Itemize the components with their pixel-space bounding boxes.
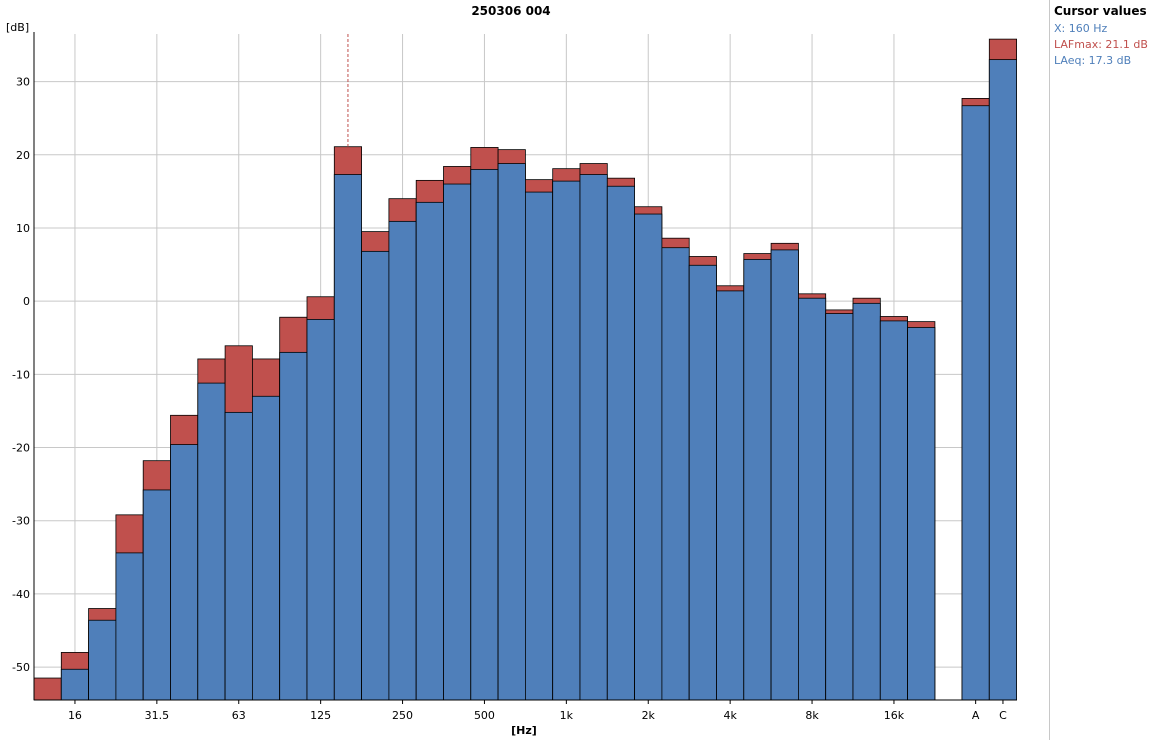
bar-laeq	[525, 191, 554, 701]
x-tick-label: 16k	[884, 709, 905, 722]
bar-laeq	[306, 319, 335, 701]
bar-laeq	[661, 247, 690, 701]
y-tick-label: 0	[23, 295, 30, 308]
bar-laeq	[688, 264, 717, 701]
x-tick-label: 31.5	[145, 709, 170, 722]
cursor-x-value: X: 160 Hz	[1054, 22, 1108, 35]
bar-laeq	[388, 220, 417, 701]
bar-laeq	[333, 174, 362, 701]
y-tick-label: -50	[12, 661, 30, 674]
bar-laeq	[415, 201, 444, 701]
bar-laeq	[634, 213, 663, 701]
bar-laeq	[224, 411, 253, 701]
x-tick-label: 8k	[805, 709, 819, 722]
bar-laeq	[88, 619, 117, 701]
x-tick-label: 125	[310, 709, 331, 722]
y-tick-label: 30	[16, 76, 30, 89]
x-tick-label: C	[999, 709, 1007, 722]
bar-laeq	[770, 249, 799, 701]
bars-layer	[33, 38, 1017, 701]
bar-laeq	[361, 250, 390, 701]
axis-layer: 30 20 10 0 -10 -20 -30 -40 -50 16 31.5 63 125 250 500 1…	[12, 32, 1017, 722]
spectrum-chart: 250306 004 [dB] [Hz] 30 20 10 0 -10 -20 -30 -40…	[6, 4, 1017, 737]
bar-laeq	[825, 313, 854, 701]
x-tick-label: 250	[392, 709, 413, 722]
y-axis-unit-label: [dB]	[6, 21, 29, 34]
bar-laeq	[743, 259, 772, 701]
bar-laeq	[961, 105, 990, 701]
bar-laeq	[115, 552, 144, 701]
x-tick-label: A	[972, 709, 980, 722]
x-tick-label: 2k	[642, 709, 656, 722]
bar-laeq	[879, 320, 908, 701]
bar-laeq	[606, 185, 635, 701]
bar-laeq	[497, 163, 526, 701]
bar-laeq	[798, 297, 827, 701]
bar-laeq	[579, 174, 608, 701]
x-tick-label: 16	[68, 709, 82, 722]
y-tick-label: -40	[12, 588, 30, 601]
bar-laeq	[552, 180, 581, 701]
cursor-values-panel: Cursor values X: 160 Hz LAFmax: 21.1 dB …	[1049, 0, 1155, 740]
x-tick-label: 1k	[560, 709, 574, 722]
bar-laeq	[852, 302, 881, 701]
bar-laeq	[716, 290, 745, 701]
bar-laeq	[142, 489, 171, 701]
bar-laeq	[170, 444, 199, 701]
bar-laeq	[470, 168, 499, 701]
y-tick-label: -20	[12, 442, 30, 455]
x-tick-label: 63	[232, 709, 246, 722]
bar-laeq	[279, 351, 308, 701]
x-axis-unit-label: [Hz]	[511, 724, 537, 737]
bar-laeq	[197, 382, 226, 701]
bar-laeq	[60, 668, 89, 701]
x-tick-label: 4k	[723, 709, 737, 722]
bar-lafmax	[33, 677, 62, 701]
y-tick-label: 10	[16, 222, 30, 235]
bar-laeq	[251, 395, 281, 701]
cursor-values-title: Cursor values	[1054, 4, 1147, 18]
y-tick-label: 20	[16, 149, 30, 162]
y-tick-label: -10	[12, 368, 30, 381]
cursor-laeq-value: LAeq: 17.3 dB	[1054, 54, 1132, 67]
cursor-lafmax-value: LAFmax: 21.1 dB	[1054, 38, 1148, 51]
chart-title: 250306 004	[471, 4, 550, 18]
bar-laeq	[988, 59, 1017, 701]
x-tick-label: 500	[474, 709, 495, 722]
bar-laeq	[907, 327, 936, 701]
bar-laeq	[443, 183, 472, 701]
y-tick-label: -30	[12, 515, 30, 528]
